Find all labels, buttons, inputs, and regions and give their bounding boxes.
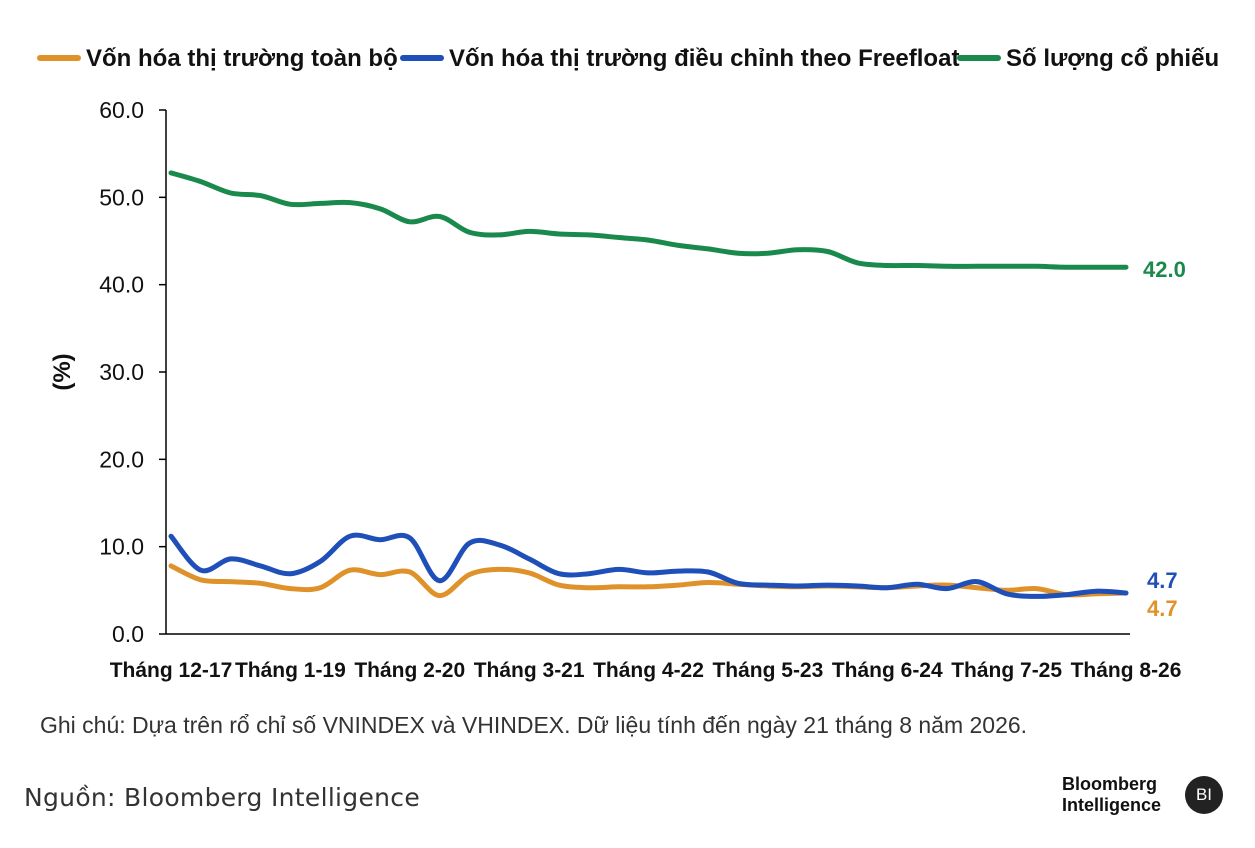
series-line-total	[168, 563, 1129, 599]
y-tick-label: 40.0	[99, 272, 144, 298]
series-line-freefloat	[168, 532, 1129, 599]
end-label-count: 42.0	[1143, 257, 1186, 282]
x-tick-label: Tháng 8-26	[1071, 659, 1182, 682]
y-tick-label: 20.0	[99, 446, 144, 472]
end-label-total: 4.7	[1147, 596, 1178, 621]
legend-label-freefloat: Vốn hóa thị trường điều chỉnh theo Freef…	[449, 45, 959, 72]
end-labels: 4.7 4.7 42.0	[1143, 257, 1186, 621]
brand-name: Bloomberg Intelligence	[1062, 774, 1161, 816]
y-tick-label: 50.0	[99, 184, 144, 210]
x-tick-label: Tháng 2-20	[354, 659, 465, 682]
chart-series	[168, 170, 1129, 599]
x-tick-label: Tháng 5-23	[712, 659, 823, 682]
x-tick-label: Tháng 1-19	[235, 659, 346, 682]
line-chart: Vốn hóa thị trường toàn bộ Vốn hóa thị tr…	[37, 45, 1219, 682]
brand-line-2: Intelligence	[1062, 795, 1162, 815]
x-tick-label: Tháng 4-22	[593, 659, 704, 682]
legend-label-total: Vốn hóa thị trường toàn bộ	[86, 45, 398, 72]
series-line-count	[168, 170, 1129, 270]
source-text: Nguồn: Bloomberg Intelligence	[24, 783, 421, 812]
bi-badge-icon: BI	[1185, 776, 1223, 814]
y-tick-label: 60.0	[99, 97, 144, 123]
chart-note: Ghi chú: Dựa trên rổ chỉ số VNINDEX và V…	[40, 712, 1028, 738]
chart-legend: Vốn hóa thị trường toàn bộ Vốn hóa thị tr…	[37, 45, 1219, 72]
legend-label-count: Số lượng cổ phiếu	[1006, 45, 1219, 72]
y-tick-label: 10.0	[99, 534, 144, 560]
y-axis-label: (%)	[49, 353, 76, 390]
x-tick-label: Tháng 3-21	[474, 659, 585, 682]
x-tick-label: Tháng 6-24	[832, 659, 943, 682]
y-axis-ticks: 0.0 10.0 20.0 30.0 40.0 50.0 60.0	[99, 97, 166, 647]
x-tick-label: Tháng 12-17	[110, 659, 233, 682]
end-label-freefloat: 4.7	[1147, 568, 1178, 593]
brand-line-1: Bloomberg	[1062, 774, 1158, 794]
x-tick-label: Tháng 7-25	[951, 659, 1062, 682]
y-tick-label: 30.0	[99, 359, 144, 385]
bloomberg-intelligence-logo: Bloomberg Intelligence BI	[1062, 774, 1232, 822]
x-axis-ticks: Tháng 12-17 Tháng 1-19 Tháng 2-20 Tháng 3-2…	[110, 659, 1182, 682]
y-tick-label: 0.0	[112, 621, 144, 647]
